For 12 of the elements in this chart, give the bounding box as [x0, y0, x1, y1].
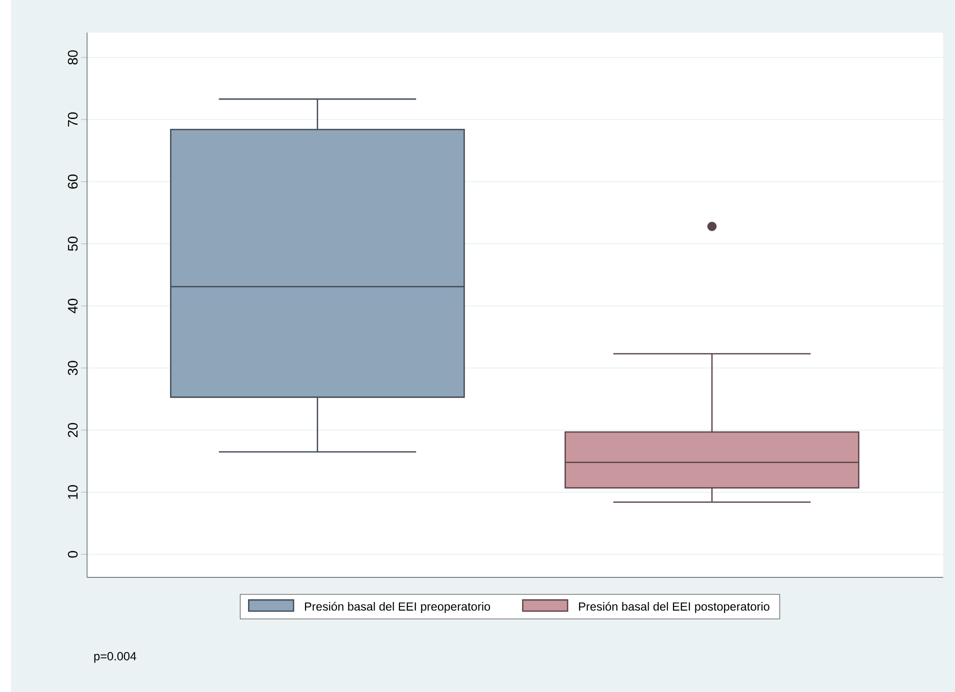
text: p=0.004: [94, 652, 136, 663]
legend-label: Presión basal del EEI postoperatorio: [579, 602, 770, 614]
y-tick-label: 80: [68, 50, 78, 65]
y-tick-label: 10: [68, 485, 78, 499]
legend-label: Presión basal del EEI preoperatorio: [305, 602, 490, 614]
y-tick-label: 50: [68, 236, 78, 251]
y-tick-label: 30: [68, 360, 78, 376]
y-tick-label: 60: [68, 174, 78, 189]
y-tick-label: 0: [68, 551, 78, 558]
y-tick-label: 20: [68, 422, 78, 438]
y-tick-label: 70: [68, 112, 78, 127]
y-tick-label: 40: [68, 298, 78, 314]
